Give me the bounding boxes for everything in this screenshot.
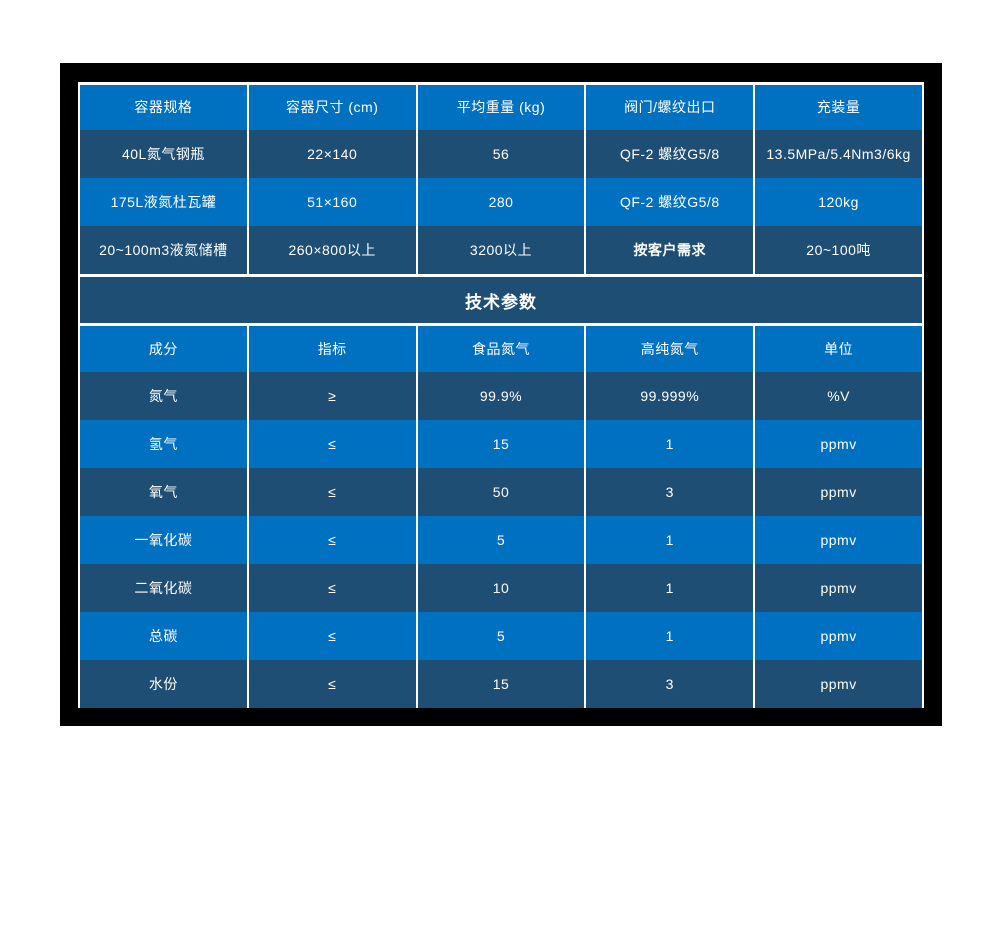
- black-frame: 容器规格 容器尺寸 (cm) 平均重量 (kg) 阀门/螺纹出口 充装量 40L氮气钢瓶 2…: [60, 63, 942, 726]
- table-cell: 1: [586, 564, 754, 612]
- table-row: 一氧化碳 ≤5 1 ppmv: [80, 516, 922, 564]
- header-cell: 高纯氮气: [586, 326, 754, 372]
- table-cell: 氢气: [80, 420, 247, 468]
- table-cell: ppmv: [755, 564, 922, 612]
- table-cell: %V: [755, 372, 922, 420]
- table-cell: 3200以上: [417, 226, 585, 274]
- table-cell: ≤: [248, 564, 416, 612]
- table-cell: ppmv: [755, 612, 922, 660]
- table-row: 氧气 ≤50 3 ppmv: [80, 468, 922, 516]
- table-cell: ≤: [248, 420, 416, 468]
- header-cell: 充装量: [755, 85, 922, 130]
- table-cell: 56: [417, 130, 585, 178]
- table-cell: ≤: [248, 516, 416, 564]
- table-cell: 22×140: [248, 130, 416, 178]
- table-cell: ppmv: [755, 420, 922, 468]
- header-cell: 阀门/螺纹出口: [586, 85, 754, 130]
- table-cell: 3: [586, 660, 754, 708]
- table-cell: 15: [417, 660, 585, 708]
- table-cell: ≤: [248, 660, 416, 708]
- table-cell: 175L液氮杜瓦罐: [80, 178, 247, 226]
- header-cell: 容器规格: [80, 85, 247, 130]
- table-cell: 5: [417, 612, 585, 660]
- table-cell: 10: [417, 564, 585, 612]
- table-cell: ≥: [248, 372, 416, 420]
- table-cell: 99.9%: [417, 372, 585, 420]
- table-cell: 280: [417, 178, 585, 226]
- table-row: 175L液氮杜瓦罐 51×160 280 QF-2 螺纹G5/8 120kg: [80, 178, 922, 226]
- header-cell: 成分: [80, 326, 247, 372]
- table-cell: 1: [586, 612, 754, 660]
- table-cell: 120kg: [755, 178, 922, 226]
- table-cell: QF-2 螺纹G5/8: [586, 178, 754, 226]
- table-cell: 51×160: [248, 178, 416, 226]
- table-row: 40L氮气钢瓶 22×140 56 QF-2 螺纹G5/8 13.5MPa/5.4Nm3…: [80, 130, 922, 178]
- table-cell: 氮气: [80, 372, 247, 420]
- table-cell: QF-2 螺纹G5/8: [586, 130, 754, 178]
- table-cell: 3: [586, 468, 754, 516]
- header-cell: 单位: [755, 326, 922, 372]
- table-cell: 1: [586, 420, 754, 468]
- table-cell: 50: [417, 468, 585, 516]
- table-cell: 15: [417, 420, 585, 468]
- table-cell: 总碳: [80, 612, 247, 660]
- table-cell: 99.999%: [586, 372, 754, 420]
- table-row: 二氧化碳 ≤10 1 ppmv: [80, 564, 922, 612]
- technical-params-table: 成分 指标 食品氮气 高纯氮气 单位 氮气 ≥99.9% 99.999% %V 氢气 ≤15 1 ppm…: [80, 326, 922, 708]
- container-spec-table: 容器规格 容器尺寸 (cm) 平均重量 (kg) 阀门/螺纹出口 充装量 40L氮气钢瓶 2…: [80, 85, 922, 274]
- table-cell: 二氧化碳: [80, 564, 247, 612]
- header-cell: 平均重量 (kg): [417, 85, 585, 130]
- table-row: 总碳 ≤5 1 ppmv: [80, 612, 922, 660]
- table-cell: 260×800以上: [248, 226, 416, 274]
- table-cell: ppmv: [755, 468, 922, 516]
- table-cell: 5: [417, 516, 585, 564]
- header-cell: 食品氮气: [417, 326, 585, 372]
- header-cell: 指标: [248, 326, 416, 372]
- table-cell: 40L氮气钢瓶: [80, 130, 247, 178]
- product-spec-table: 容器规格 容器尺寸 (cm) 平均重量 (kg) 阀门/螺纹出口 充装量 40L氮气钢瓶 2…: [78, 82, 924, 708]
- header-cell: 容器尺寸 (cm): [248, 85, 416, 130]
- table-cell: 水份: [80, 660, 247, 708]
- table-cell: ≤: [248, 468, 416, 516]
- header-row: 成分 指标 食品氮气 高纯氮气 单位: [80, 326, 922, 372]
- table-row: 氢气 ≤15 1 ppmv: [80, 420, 922, 468]
- table-cell: 20~100吨: [755, 226, 922, 274]
- table-cell: 13.5MPa/5.4Nm3/6kg: [755, 130, 922, 178]
- table-cell: ≤: [248, 612, 416, 660]
- section-title: 技术参数: [80, 274, 922, 326]
- table-cell: 一氧化碳: [80, 516, 247, 564]
- table-cell: 按客户需求: [586, 226, 754, 274]
- table-row: 氮气 ≥99.9% 99.999% %V: [80, 372, 922, 420]
- table-cell: ppmv: [755, 660, 922, 708]
- header-row: 容器规格 容器尺寸 (cm) 平均重量 (kg) 阀门/螺纹出口 充装量: [80, 85, 922, 130]
- table-row: 20~100m3液氮储槽 260×800以上 3200以上 按客户需求 20~100吨: [80, 226, 922, 274]
- table-cell: 1: [586, 516, 754, 564]
- table-cell: 氧气: [80, 468, 247, 516]
- table-cell: ppmv: [755, 516, 922, 564]
- table-row: 水份 ≤15 3 ppmv: [80, 660, 922, 708]
- table-cell: 20~100m3液氮储槽: [80, 226, 247, 274]
